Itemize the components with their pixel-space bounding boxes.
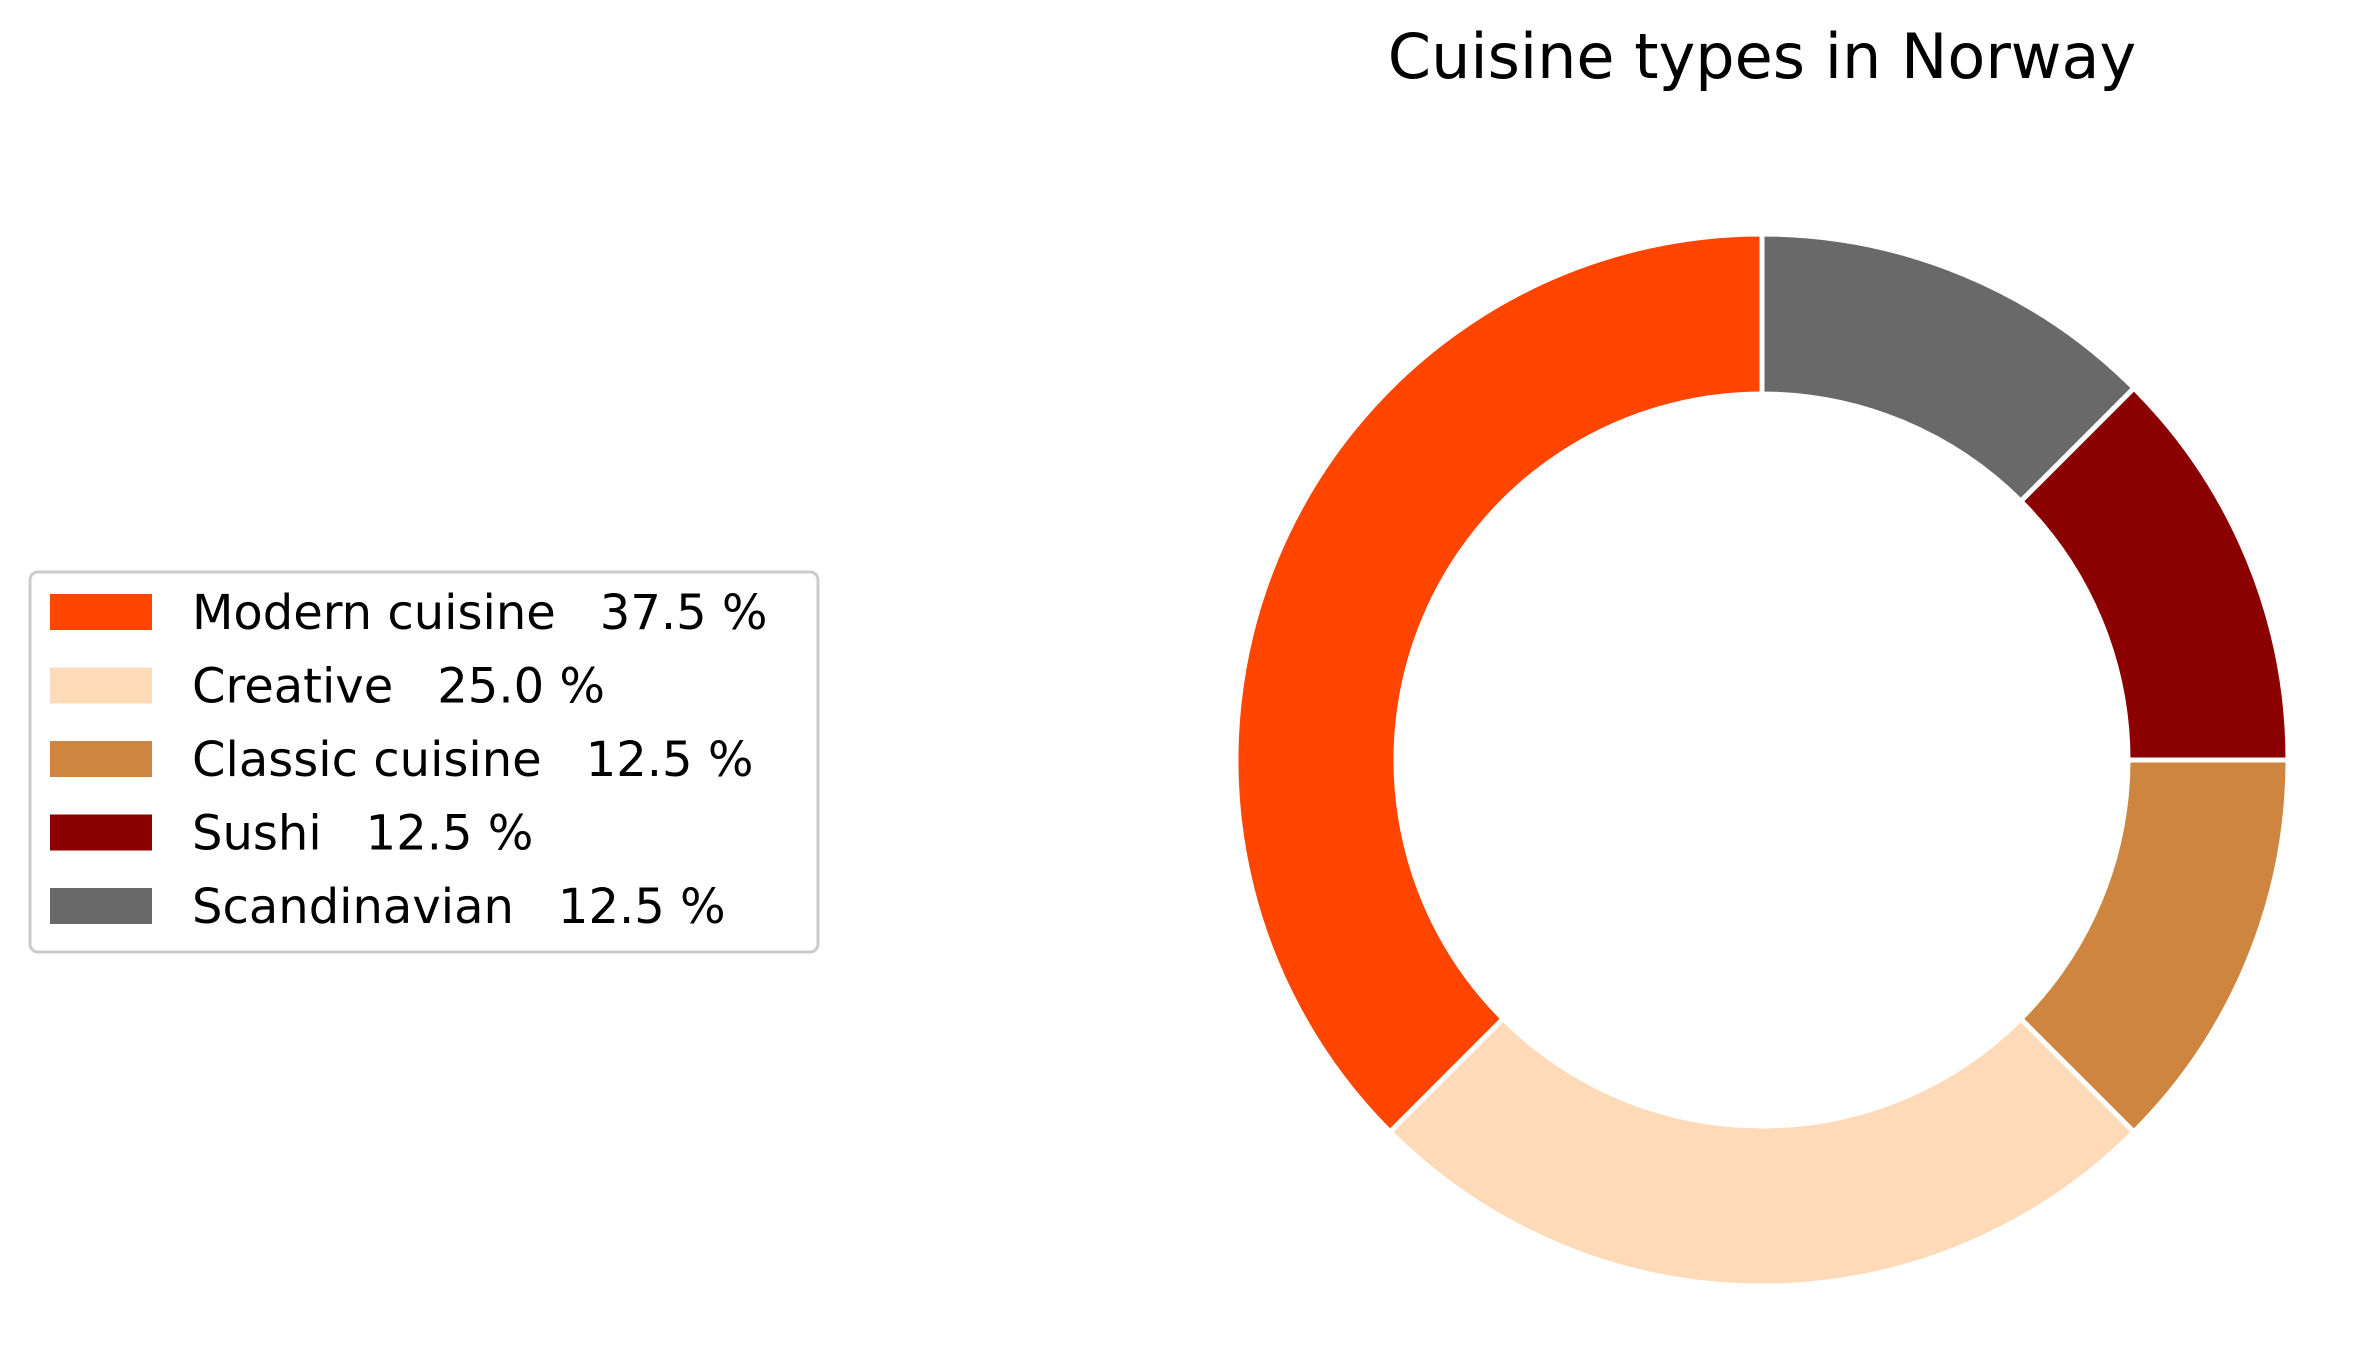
legend-label: Scandinavian 12.5 %	[192, 879, 726, 935]
legend-swatch	[50, 814, 152, 851]
legend-swatch	[50, 594, 152, 630]
legend-swatch	[50, 888, 152, 924]
slice-modern-cuisine	[1233, 231, 1765, 1136]
legend-label: Modern cuisine 37.5 %	[192, 585, 768, 641]
legend-label: Sushi 12.5 %	[192, 806, 533, 862]
legend-label-name: Scandinavian	[192, 879, 514, 935]
legend-item: Classic cuisine 12.5 %	[50, 732, 753, 788]
legend: Modern cuisine 37.5 % Creative 25.0 % Classi…	[28, 570, 820, 954]
legend-item: Modern cuisine 37.5 %	[50, 585, 768, 641]
legend-items: Modern cuisine 37.5 % Creative 25.0 % Classi…	[50, 585, 768, 935]
legend-item: Sushi 12.5 %	[50, 806, 533, 862]
slice-scandinavian	[1759, 231, 2138, 505]
legend-label-percent: 12.5 %	[558, 879, 726, 935]
donut-slices	[1233, 231, 2291, 1289]
legend-label-percent: 12.5 %	[366, 806, 534, 862]
legend-swatch	[50, 667, 152, 704]
chart-title: Cuisine types in Norway	[1388, 20, 2136, 93]
legend-label-name: Modern cuisine	[192, 585, 556, 641]
legend-label-name: Classic cuisine	[192, 732, 542, 788]
legend-label-percent: 25.0 %	[437, 659, 605, 715]
legend-label-name: Sushi	[192, 806, 322, 862]
legend-label: Creative 25.0 %	[192, 659, 605, 715]
legend-label-name: Creative	[192, 659, 393, 715]
slice-creative	[1386, 1015, 2138, 1289]
legend-item: Scandinavian 12.5 %	[50, 879, 726, 935]
legend-item: Creative 25.0 %	[50, 659, 605, 715]
legend-frame	[28, 570, 820, 954]
legend-label: Classic cuisine 12.5 %	[192, 732, 753, 788]
legend-swatch	[50, 741, 152, 777]
legend-label-percent: 37.5 %	[600, 585, 768, 641]
legend-label-percent: 12.5 %	[586, 732, 754, 788]
